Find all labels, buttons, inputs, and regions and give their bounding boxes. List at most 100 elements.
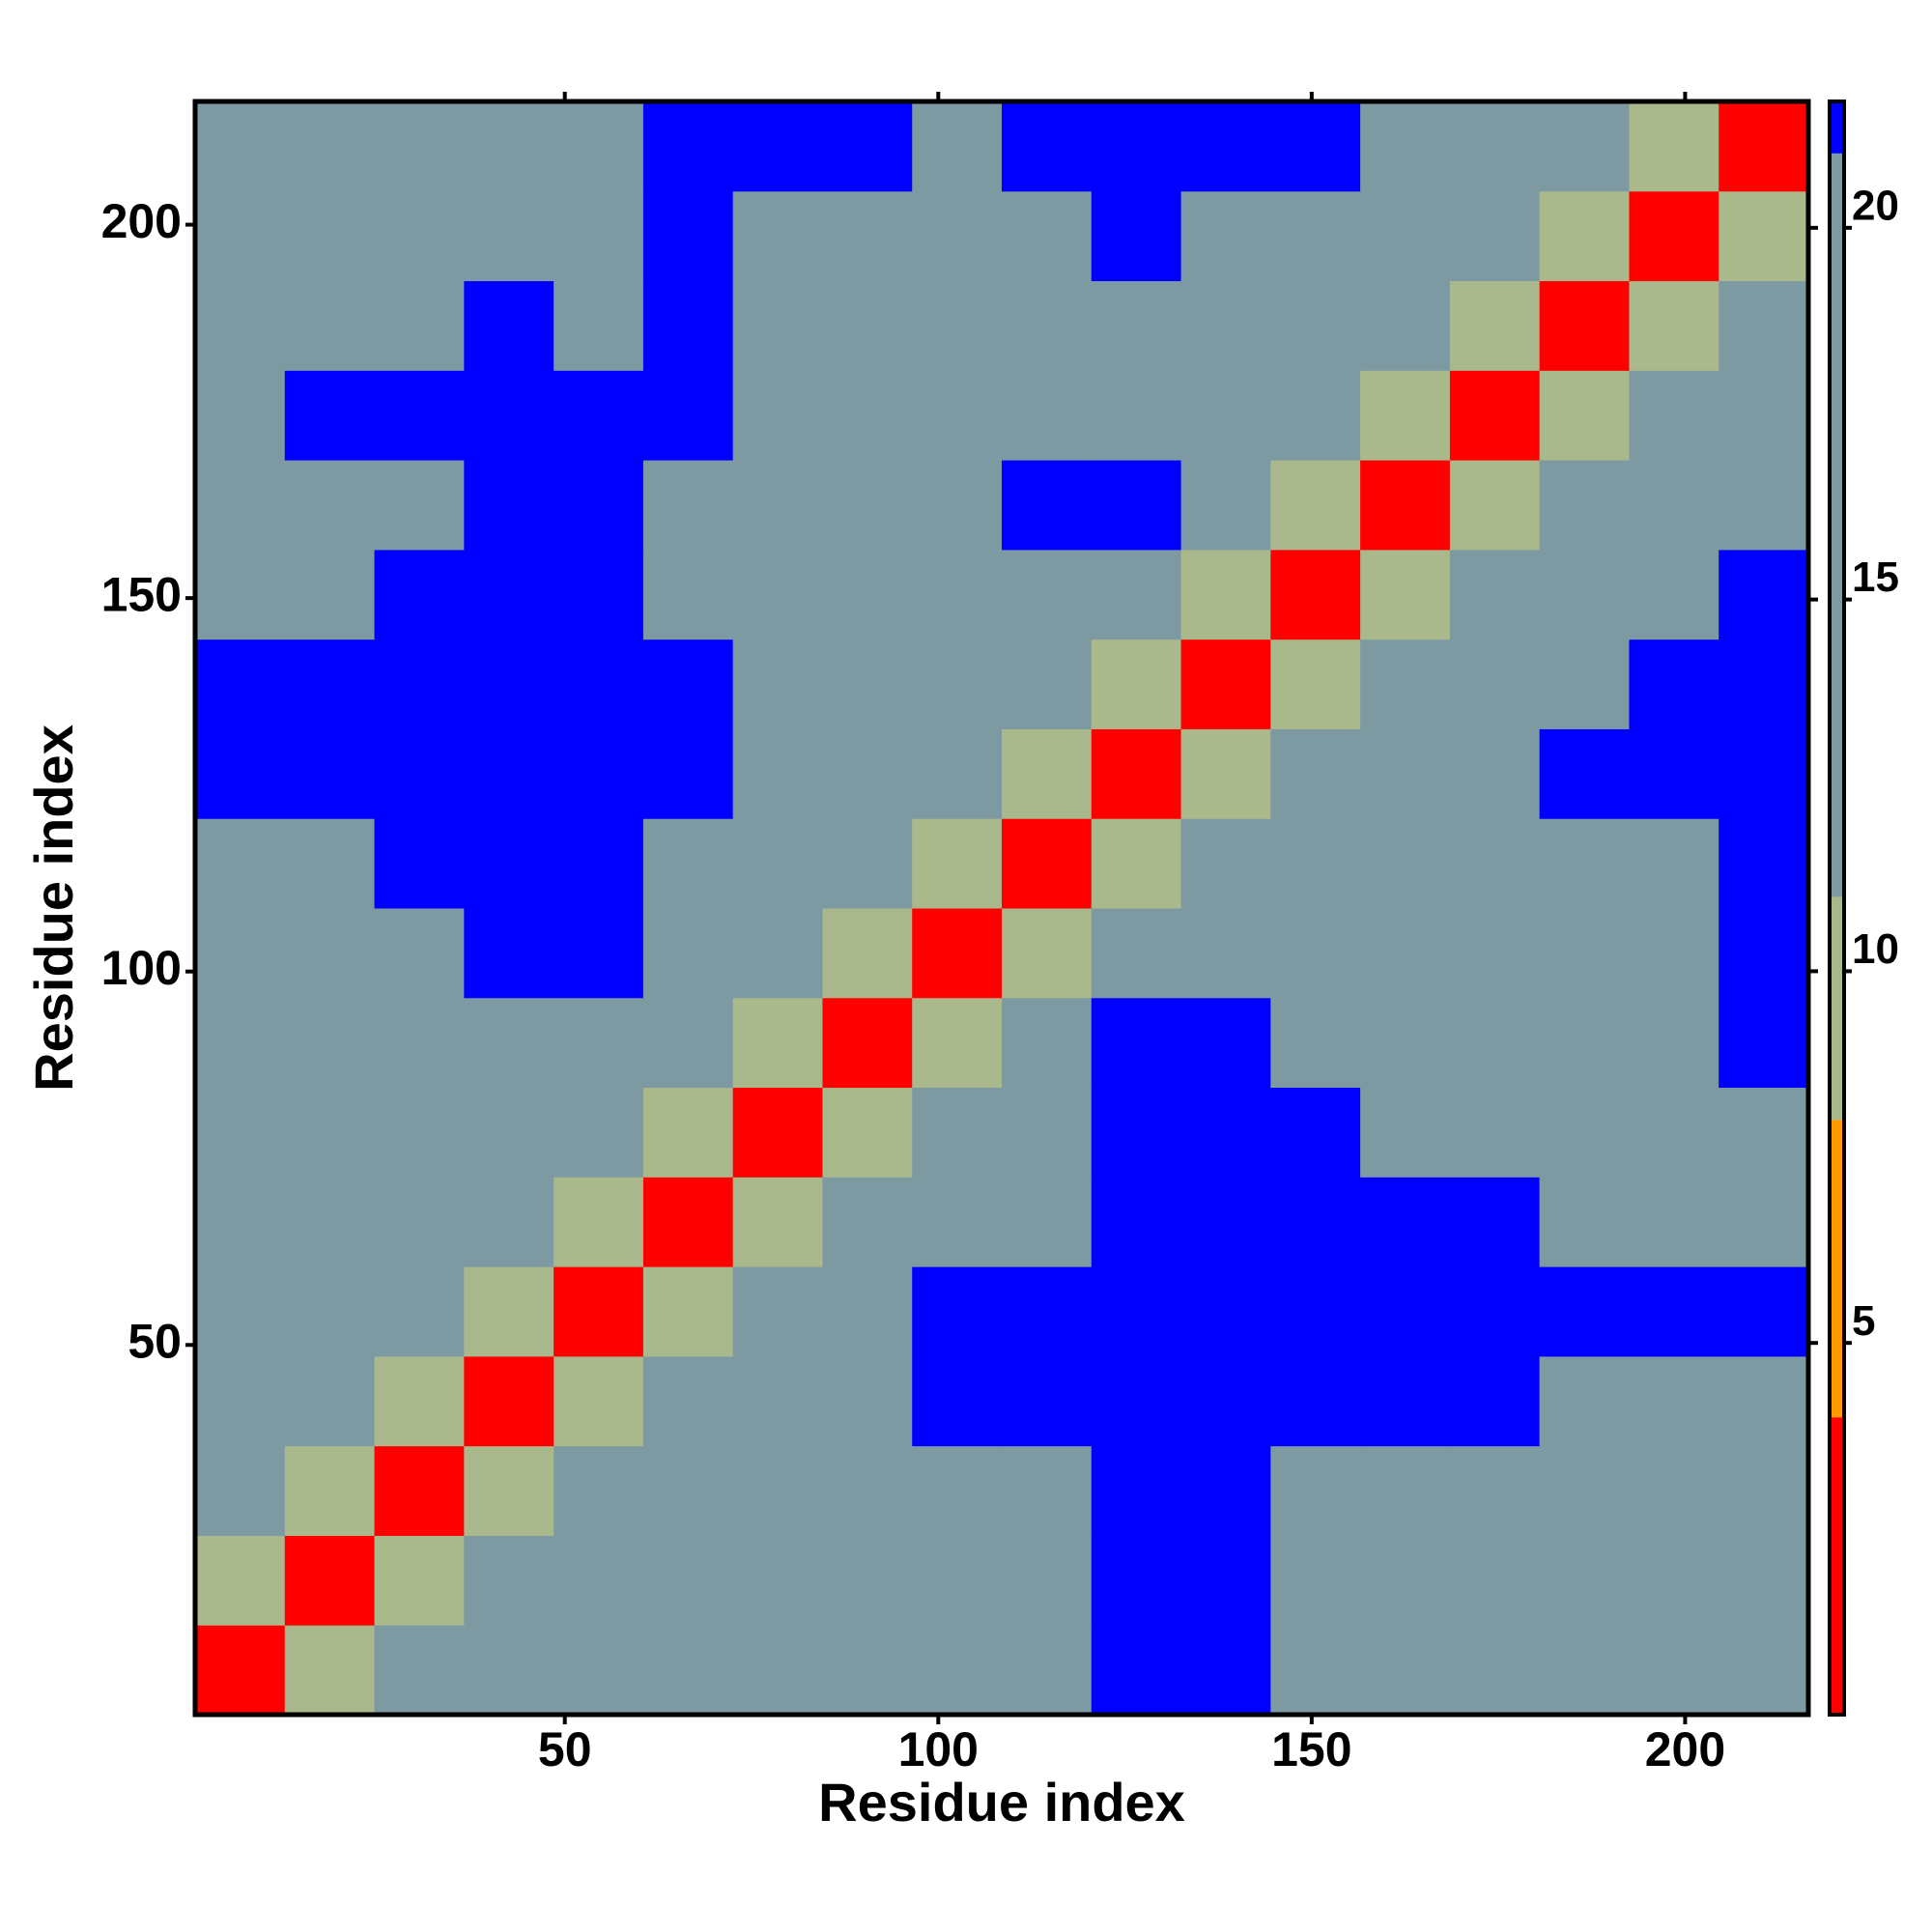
colorbar-segment — [1830, 153, 1844, 897]
heatmap-cell — [1719, 1266, 1809, 1357]
heatmap-cell — [374, 908, 465, 999]
heatmap-cell — [284, 101, 376, 192]
heatmap-cell — [732, 280, 823, 371]
heatmap-cell — [195, 639, 286, 729]
heatmap-cell — [1360, 549, 1451, 640]
heatmap-cell — [1270, 1445, 1361, 1536]
y-tick-label: 100 — [101, 941, 182, 995]
heatmap-cell — [374, 1445, 465, 1536]
heatmap-cell — [1539, 190, 1630, 282]
heatmap-cell — [1629, 908, 1719, 999]
heatmap-cell — [195, 190, 286, 282]
heatmap-cell — [1449, 1625, 1541, 1716]
heatmap-cell — [1629, 728, 1719, 819]
heatmap-cell — [1539, 1177, 1630, 1267]
heatmap-cell — [732, 728, 823, 819]
heatmap-cell — [732, 1355, 823, 1447]
x-tick-label: 150 — [1271, 1722, 1351, 1776]
heatmap-cell — [732, 1625, 823, 1716]
heatmap-cell — [374, 1535, 465, 1626]
heatmap-cell — [195, 908, 286, 999]
heatmap-cell — [822, 639, 913, 729]
heatmap-cell — [195, 1355, 286, 1447]
heatmap-cell — [912, 190, 1003, 282]
heatmap-cell — [1270, 1355, 1361, 1447]
heatmap-cell — [195, 370, 286, 461]
heatmap-cell — [1360, 908, 1451, 999]
heatmap-cell — [642, 1266, 734, 1357]
heatmap-cell — [732, 549, 823, 640]
heatmap-cell — [1002, 1177, 1093, 1267]
heatmap-cell — [1270, 549, 1361, 640]
heatmap-cell — [1091, 190, 1182, 282]
heatmap-cell — [1270, 101, 1361, 192]
heatmap-cell — [1091, 1087, 1182, 1178]
heatmap-cell — [1629, 1177, 1719, 1267]
heatmap-cell — [1360, 728, 1451, 819]
heatmap-cell — [1002, 549, 1093, 640]
heatmap-cell — [732, 1087, 823, 1178]
heatmap-cell — [1629, 1266, 1719, 1357]
heatmap-cell — [1091, 1355, 1182, 1447]
heatmap-cell — [912, 1445, 1003, 1536]
heatmap-cell — [732, 908, 823, 999]
heatmap-cell — [464, 280, 554, 371]
heatmap-cell — [1360, 1087, 1451, 1178]
heatmap-cell — [1360, 1355, 1451, 1447]
heatmap-cell — [284, 549, 376, 640]
heatmap-cell — [1091, 908, 1182, 999]
heatmap-cell — [732, 1266, 823, 1357]
heatmap-cell — [1360, 1535, 1451, 1626]
heatmap-cell — [912, 1535, 1003, 1626]
heatmap-cell — [642, 549, 734, 640]
heatmap-cell — [464, 908, 554, 999]
heatmap-cell — [1002, 1625, 1093, 1716]
heatmap-cell — [1002, 460, 1093, 551]
heatmap-cell — [464, 818, 554, 909]
heatmap-cell — [1002, 1445, 1093, 1536]
heatmap-cell — [464, 549, 554, 640]
heatmap-cell — [1449, 1177, 1541, 1267]
heatmap-cell — [554, 997, 644, 1089]
heatmap-cell — [1449, 1355, 1541, 1447]
heatmap-cell — [464, 728, 554, 819]
heatmap-cell — [1629, 818, 1719, 909]
heatmap-cell — [1091, 1177, 1182, 1267]
heatmap-cell — [1719, 1535, 1809, 1626]
heatmap-cell — [284, 280, 376, 371]
heatmap-cell — [195, 1445, 286, 1536]
heatmap-cell — [822, 1177, 913, 1267]
heatmap-cell — [1270, 1266, 1361, 1357]
y-tick-label: 50 — [128, 1314, 182, 1368]
heatmap-cell — [1360, 1266, 1451, 1357]
heatmap-cell — [374, 190, 465, 282]
heatmap-cell — [1539, 280, 1630, 371]
heatmap-cell — [1629, 101, 1719, 192]
heatmap-cell — [1629, 190, 1719, 282]
heatmap-cell — [822, 728, 913, 819]
colorbar-tick-label: 15 — [1852, 554, 1899, 601]
heatmap-cell — [195, 818, 286, 909]
heatmap-cell — [912, 639, 1003, 729]
heatmap-cell — [1449, 190, 1541, 282]
heatmap-cell — [1719, 370, 1809, 461]
heatmap-cell — [642, 370, 734, 461]
heatmap-cell — [284, 818, 376, 909]
heatmap-cell — [284, 908, 376, 999]
heatmap-cell — [1360, 280, 1451, 371]
heatmap-cell — [912, 280, 1003, 371]
heatmap-cell — [284, 460, 376, 551]
heatmap-cell — [554, 1535, 644, 1626]
heatmap-cell — [1360, 818, 1451, 909]
heatmap-cell — [642, 280, 734, 371]
heatmap-cell — [1719, 1177, 1809, 1267]
heatmap-cell — [1180, 280, 1271, 371]
heatmap-cell — [1270, 280, 1361, 371]
heatmap-cell — [1719, 908, 1809, 999]
heatmap-cell — [1002, 818, 1093, 909]
heatmap-cell — [1091, 639, 1182, 729]
heatmap-cell — [1629, 639, 1719, 729]
heatmap-cell — [1002, 1535, 1093, 1626]
heatmap-cell — [195, 1535, 286, 1626]
heatmap-cell — [1719, 101, 1809, 192]
